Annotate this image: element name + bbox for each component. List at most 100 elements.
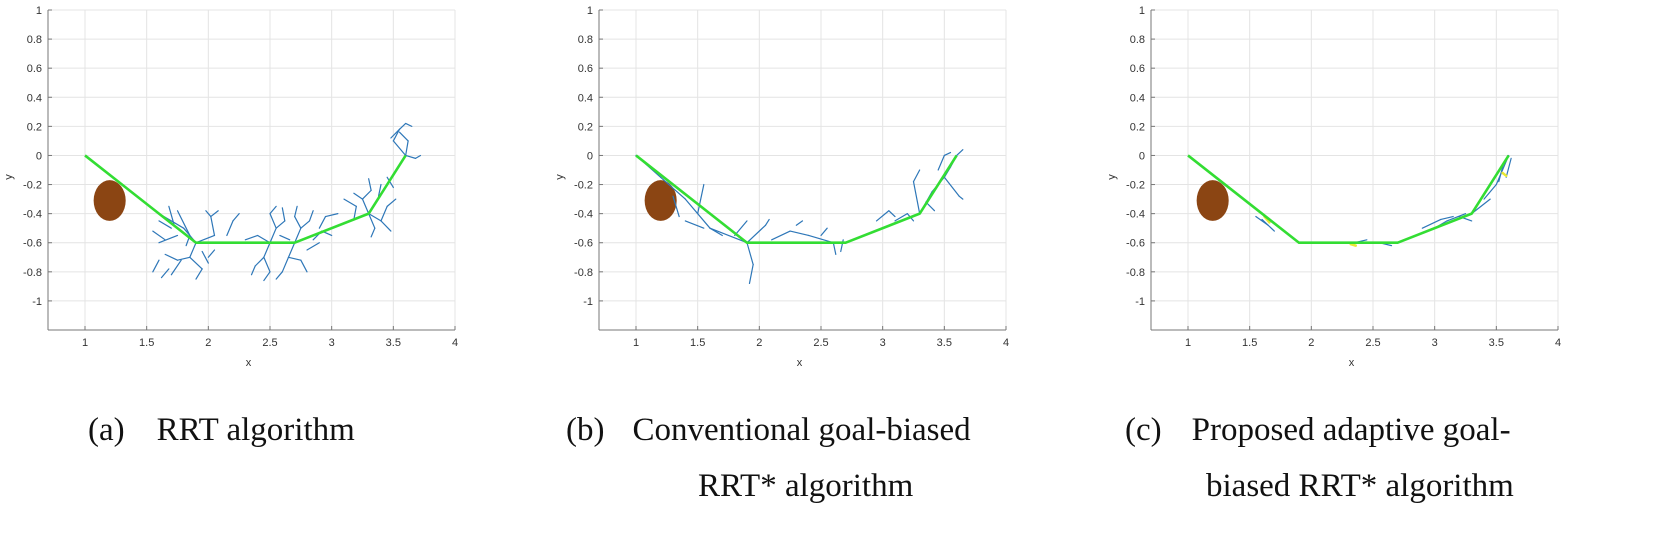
y-tick-label: 1 [1139, 5, 1145, 17]
caption-c-line-2-wrap: biased RRT* algorithm [1206, 460, 1514, 512]
tree-branch [279, 234, 291, 241]
x-tick-label: 2.5 [813, 337, 828, 349]
y-tick-label: 1 [587, 5, 593, 17]
tree-branch [287, 256, 302, 261]
tree-branch [207, 249, 216, 258]
tree-branch [771, 230, 791, 241]
tree-branch [368, 213, 376, 229]
tree-branch [820, 227, 828, 237]
tree-branch [405, 122, 413, 127]
y-tick-label: -0.4 [23, 209, 42, 221]
tree-branch [176, 256, 191, 261]
x-axis-label: x [1349, 357, 1355, 369]
caption-b: (b) Conventional goal-biased [566, 404, 971, 456]
tree-branch [956, 149, 964, 157]
x-tick-label: 1.5 [690, 337, 705, 349]
caption-a: (a) RRT algorithm [88, 404, 355, 456]
y-tick-label: -0.2 [574, 180, 593, 192]
tree-branch [201, 250, 209, 264]
tree-branch [1471, 198, 1491, 215]
x-tick-label: 4 [452, 337, 458, 349]
tree-branch [324, 213, 339, 218]
tree-branch [1440, 215, 1454, 221]
tree-branch [672, 195, 680, 218]
planned-path-line [1187, 154, 1510, 245]
tree-branch [205, 210, 212, 218]
obstacle-circle [93, 180, 126, 221]
tree-branch [746, 242, 754, 266]
tree-branch [943, 151, 952, 157]
y-tick-label: 0.4 [578, 92, 593, 104]
tree-branch [875, 210, 890, 222]
tree-branch [168, 205, 175, 225]
x-tick-label: 3.5 [386, 337, 401, 349]
tree-branch [210, 210, 219, 218]
tree-branch [832, 242, 837, 255]
tree-branch [269, 227, 277, 244]
tree-branch [368, 178, 372, 191]
planned-path-line [84, 154, 407, 245]
tree-branch [912, 169, 921, 183]
caption-c-line-2: biased RRT* algorithm [1206, 468, 1514, 504]
x-tick-label: 1 [82, 337, 88, 349]
tree-branch [380, 205, 388, 222]
tree-branch [390, 128, 401, 139]
x-tick-label: 2.5 [1365, 337, 1380, 349]
y-tick-label: 0.6 [578, 63, 593, 75]
tree-branch [294, 215, 302, 229]
tree-branch [263, 256, 271, 273]
caption-c-label: (c) [1125, 412, 1162, 448]
tree-branch [370, 227, 376, 238]
tree-branch [281, 207, 286, 222]
chart-panel-b: 1 1.5 2 2.5 3 3.5 4 1 0.8 0.6 0.4 0.2 0 -0.2 -0.4 -0.6 -… [551, 0, 1102, 537]
tree-branch [300, 259, 308, 273]
tree-branch [343, 198, 357, 207]
tree-branch [943, 176, 960, 197]
x-tick-label: 2.5 [262, 337, 277, 349]
x-tick-label: 3 [329, 337, 335, 349]
tree-branch [250, 265, 256, 276]
tree-branch [684, 220, 705, 229]
y-tick-label: -1 [32, 296, 42, 308]
y-tick-label: -0.4 [1126, 209, 1145, 221]
tree-branch [232, 213, 240, 222]
y-tick-label: 0.6 [27, 63, 42, 75]
chart-c: 1 1.5 2 2.5 3 3.5 4 1 0.8 0.6 0.4 0.2 0 -0.2 -0.4 -0.6 -… [1106, 5, 1561, 369]
y-tick-label: -0.6 [23, 238, 42, 250]
x-tick-label: 1 [1185, 337, 1191, 349]
tree-branch [1421, 218, 1442, 229]
x-tick-label: 3 [1432, 337, 1438, 349]
x-tick-label: 2 [756, 337, 762, 349]
y-tick-label: -1 [583, 296, 593, 308]
tree-branch [195, 268, 203, 280]
tree-branch [392, 128, 401, 142]
tree-branch [1483, 183, 1497, 200]
tree-branch [160, 268, 170, 279]
y-tick-label: -0.2 [1126, 180, 1145, 192]
tree-branch [226, 220, 234, 237]
tree-branch [263, 242, 271, 258]
y-tick-label: -1 [1135, 296, 1145, 308]
tree-branch [306, 242, 320, 251]
tree-branch [189, 242, 197, 258]
planned-path-line [635, 154, 958, 245]
y-tick-label: 0 [587, 150, 593, 162]
x-axis-label: x [246, 357, 252, 369]
caption-c-line-1: Proposed adaptive goal- [1191, 412, 1511, 448]
x-tick-label: 4 [1003, 337, 1009, 349]
tree-branch [263, 271, 271, 282]
tree-branch [164, 253, 179, 261]
tree-branch [1255, 215, 1269, 226]
y-tick-label: -0.8 [23, 267, 42, 279]
tree-branch [244, 234, 259, 241]
tree-branch [361, 198, 370, 215]
tree-branch [405, 154, 417, 159]
chart-panel-c: 1 1.5 2 2.5 3 3.5 4 1 0.8 0.6 0.4 0.2 0 -0.2 -0.4 -0.6 -… [1103, 0, 1654, 537]
tree-branch [398, 131, 409, 142]
caption-b-line-1: Conventional goal-biased [632, 412, 971, 448]
tree-branch [287, 242, 296, 258]
caption-a-line-1: RRT algorithm [156, 412, 355, 448]
y-axis-label: y [3, 174, 15, 180]
tree-branch [937, 154, 945, 171]
x-tick-label: 3.5 [1489, 337, 1504, 349]
